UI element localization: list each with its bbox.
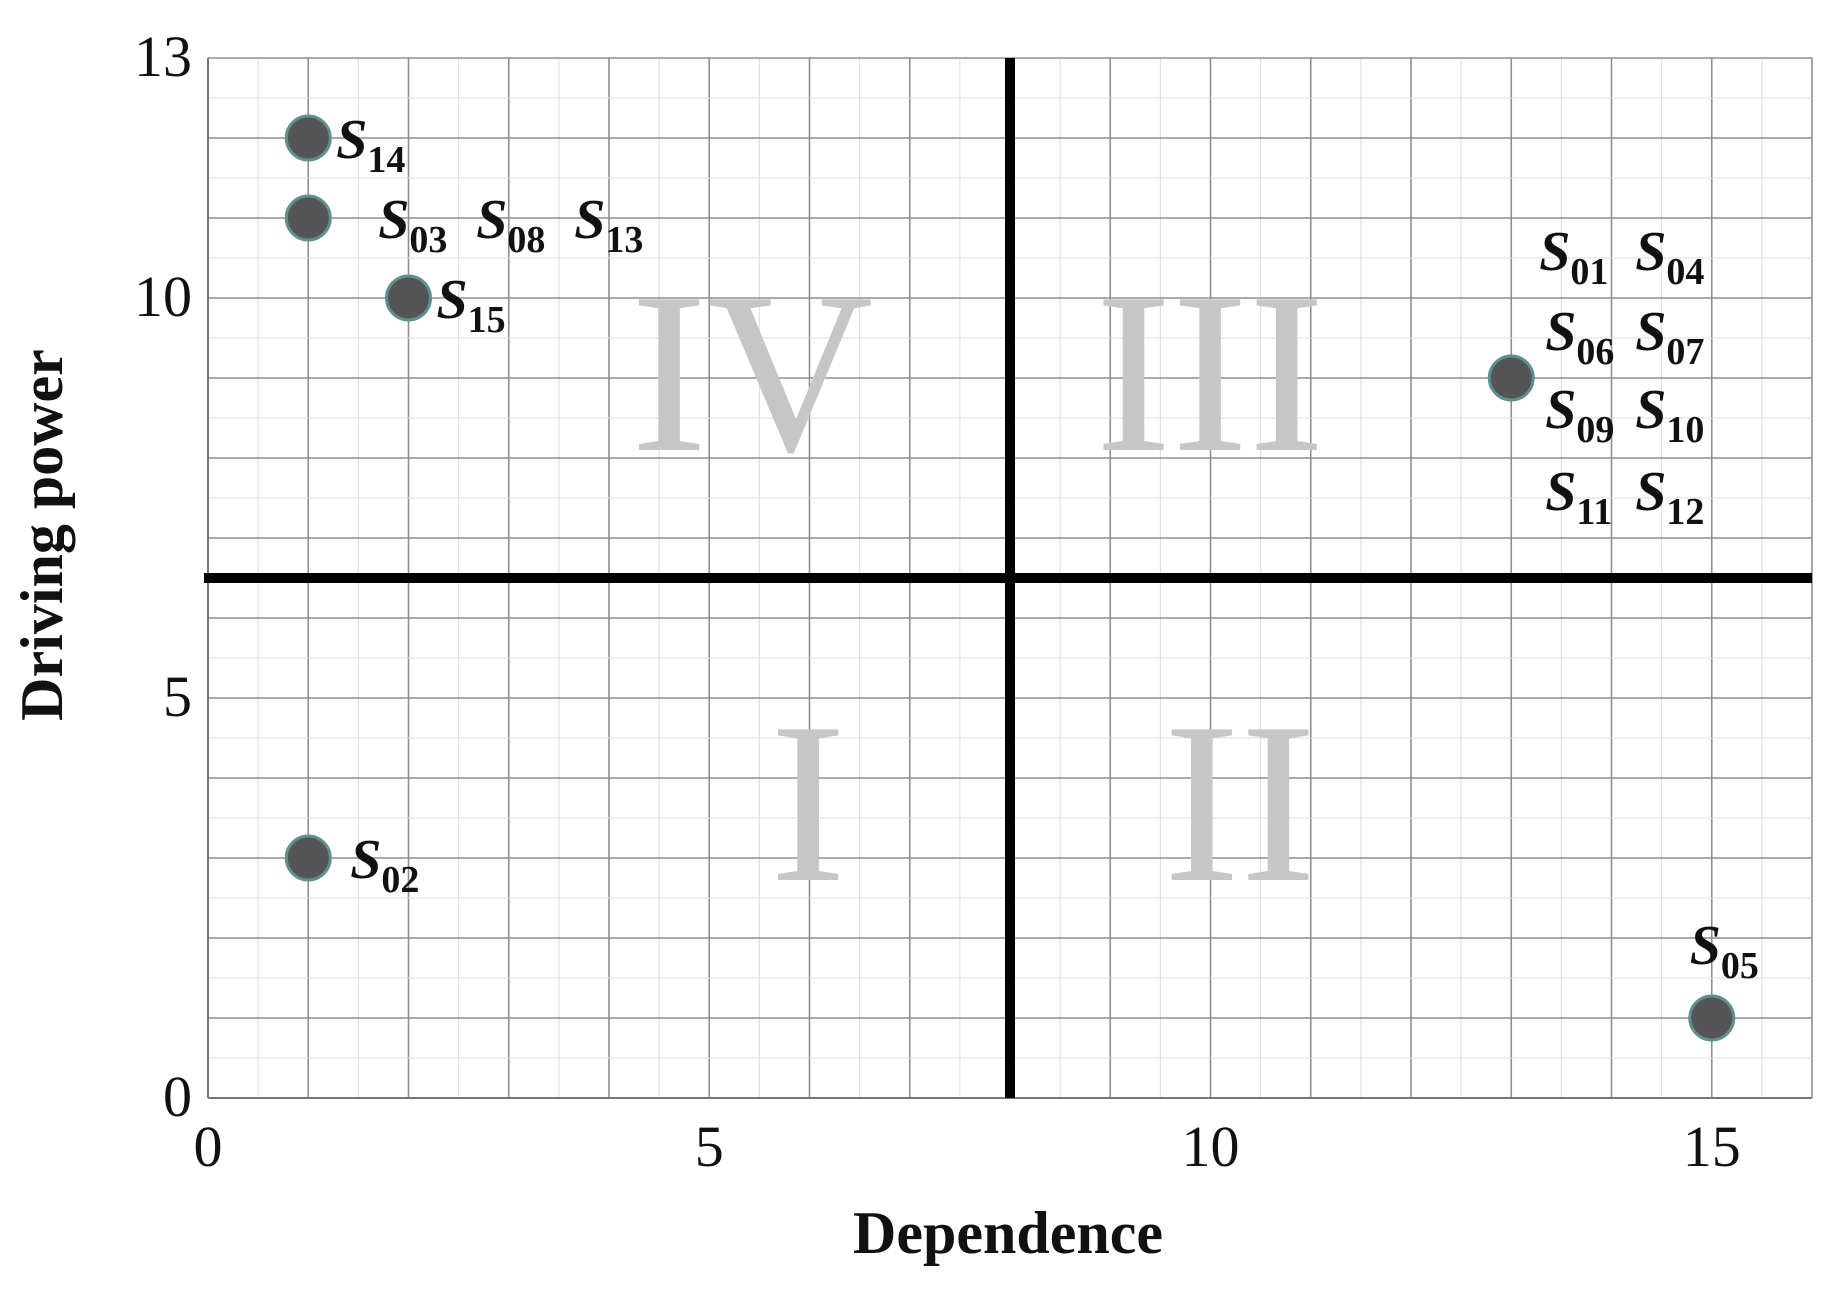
- y-tick-label: 13: [134, 24, 192, 89]
- quadrant-label-2: II: [1163, 675, 1316, 930]
- y-axis-title: Driving power: [9, 349, 75, 721]
- point-label: S09: [1545, 379, 1614, 451]
- point-label: S01: [1539, 221, 1608, 293]
- quadrant-label-4: IV: [631, 245, 874, 500]
- data-point: [284, 834, 332, 882]
- point-labels: S14 S03 S08 S13 S15 S02 S01 S04 S06 S07 S09 S10 S11 S…: [336, 109, 1759, 987]
- point-label: S07: [1635, 301, 1704, 373]
- y-tick-label: 5: [163, 664, 192, 729]
- point-label: S03: [378, 189, 447, 261]
- tick-labels: 0 5 10 15 0 5 10 13: [134, 24, 1741, 1179]
- point-label: S05: [1690, 915, 1759, 987]
- x-tick-label: 15: [1683, 1114, 1741, 1179]
- point-label: S06: [1545, 301, 1614, 373]
- quadrant-label-1: I: [770, 675, 847, 930]
- point-label: S04: [1635, 221, 1704, 293]
- data-points: [284, 114, 1736, 1042]
- x-axis-title: Dependence: [853, 1200, 1163, 1266]
- y-tick-label: 0: [163, 1064, 192, 1129]
- point-label: S10: [1635, 379, 1704, 451]
- x-tick-label: 10: [1182, 1114, 1240, 1179]
- point-label: S15: [437, 269, 506, 341]
- data-point: [284, 194, 332, 242]
- point-label: S12: [1635, 461, 1704, 533]
- x-tick-label: 0: [194, 1114, 223, 1179]
- x-tick-label: 5: [695, 1114, 724, 1179]
- point-label: S08: [476, 189, 545, 261]
- data-point: [1487, 354, 1535, 402]
- point-label: S13: [574, 189, 643, 261]
- data-point: [1688, 994, 1736, 1042]
- quadrant-label-3: III: [1095, 245, 1325, 500]
- y-tick-label: 10: [134, 264, 192, 329]
- data-point: [385, 274, 432, 322]
- point-label: S11: [1545, 461, 1612, 533]
- quadrant-dividers: [204, 58, 1812, 1098]
- data-point: [284, 114, 332, 162]
- point-label: S14: [336, 109, 405, 181]
- point-label: S02: [350, 829, 419, 901]
